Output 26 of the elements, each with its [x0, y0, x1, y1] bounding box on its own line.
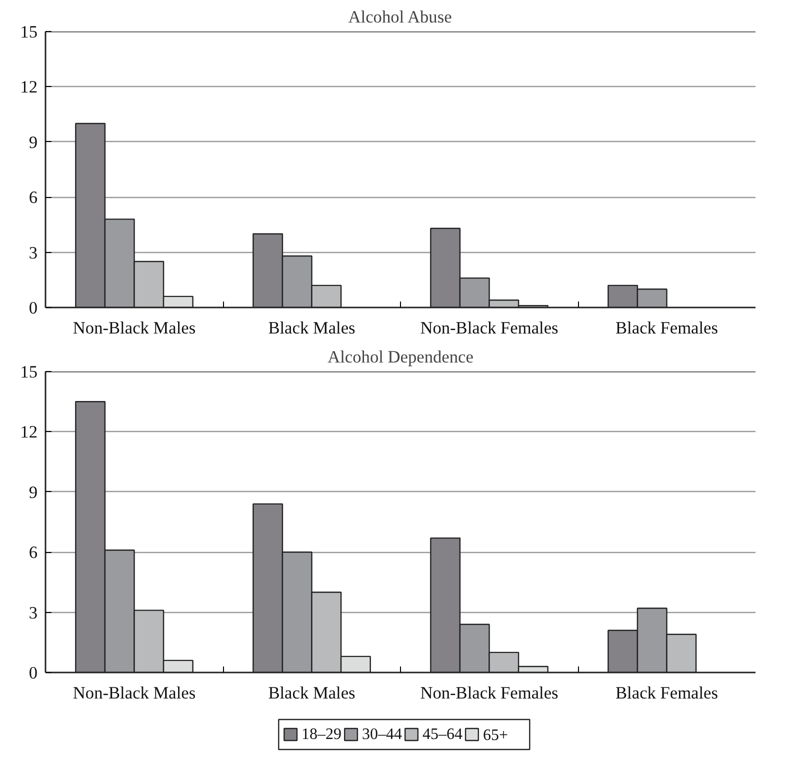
y-tick-label: 0 [28, 664, 38, 682]
y-tick-label: 15 [20, 362, 38, 382]
y-tick-label: 0 [28, 298, 38, 318]
chart-title: Alcohol Abuse [348, 8, 452, 26]
x-tick-label: Non-Black Females [420, 684, 559, 702]
x-tick-label: Non-Black Males [72, 318, 196, 338]
y-tick-label: 15 [20, 22, 38, 42]
x-tick-label: Black Females [616, 318, 718, 338]
y-tick-label: 6 [28, 188, 38, 208]
x-tick-label: Black Males [268, 684, 356, 702]
x-tick-label: Black Females [616, 684, 718, 702]
x-tick-label: Black Males [268, 318, 356, 338]
legend-label: 65+ [482, 727, 508, 744]
x-tick-label: Non-Black Males [72, 684, 196, 702]
chart-title: Alcohol Dependence [328, 348, 474, 366]
y-tick-label: 9 [28, 132, 38, 152]
y-tick-label: 3 [28, 603, 38, 622]
legend-label: 30–44 [362, 726, 402, 743]
y-tick-label: 12 [20, 422, 38, 442]
x-tick-label: Non-Black Females [420, 318, 559, 338]
y-tick-label: 9 [28, 482, 38, 502]
y-tick-label: 12 [20, 78, 38, 97]
y-tick-label: 6 [28, 543, 38, 562]
legend-label: 18–29 [302, 726, 342, 743]
legend-label: 45–64 [422, 726, 462, 743]
y-tick-label: 3 [28, 243, 38, 262]
